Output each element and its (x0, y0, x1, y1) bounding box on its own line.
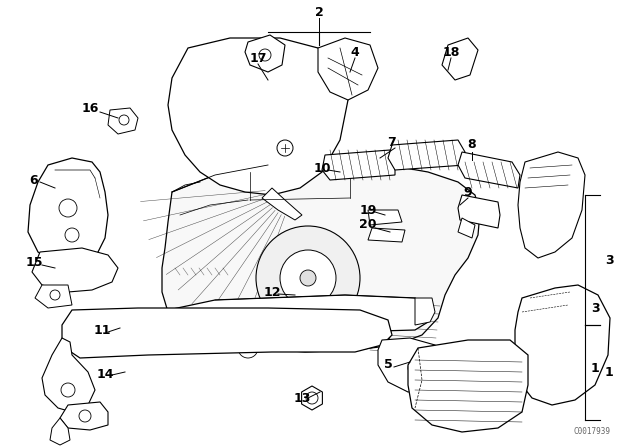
Text: 3: 3 (591, 302, 599, 314)
Circle shape (238, 338, 258, 358)
Text: 12: 12 (263, 285, 281, 298)
Polygon shape (442, 38, 478, 80)
Text: 1: 1 (591, 362, 600, 375)
Polygon shape (415, 298, 435, 325)
Circle shape (119, 115, 129, 125)
Polygon shape (515, 285, 610, 405)
Text: 7: 7 (388, 135, 396, 148)
Circle shape (225, 305, 251, 331)
Polygon shape (108, 108, 138, 134)
Circle shape (300, 270, 316, 286)
Polygon shape (518, 152, 585, 258)
Polygon shape (378, 338, 448, 392)
Circle shape (259, 49, 271, 61)
Polygon shape (28, 158, 108, 268)
Text: 3: 3 (605, 254, 614, 267)
Text: 17: 17 (249, 52, 267, 65)
Polygon shape (168, 38, 348, 195)
Circle shape (306, 392, 318, 404)
Text: 8: 8 (468, 138, 476, 151)
Text: 2: 2 (315, 5, 323, 18)
Text: 6: 6 (29, 173, 38, 186)
Circle shape (277, 140, 293, 156)
Polygon shape (162, 162, 480, 352)
Polygon shape (50, 418, 70, 445)
Text: 10: 10 (313, 161, 331, 175)
Polygon shape (322, 150, 395, 180)
Polygon shape (42, 338, 95, 412)
Polygon shape (388, 140, 465, 170)
Circle shape (59, 199, 77, 217)
Text: 13: 13 (293, 392, 310, 405)
Text: 1: 1 (605, 366, 614, 379)
Circle shape (61, 383, 75, 397)
Text: C0017939: C0017939 (573, 427, 610, 436)
Circle shape (79, 410, 91, 422)
Circle shape (50, 290, 60, 300)
Polygon shape (368, 210, 402, 225)
Polygon shape (262, 188, 302, 220)
Text: 9: 9 (464, 185, 472, 198)
Text: 4: 4 (351, 46, 360, 59)
Polygon shape (35, 285, 72, 308)
Polygon shape (458, 152, 520, 188)
Polygon shape (408, 340, 528, 432)
Polygon shape (62, 308, 392, 358)
Circle shape (256, 226, 360, 330)
Polygon shape (318, 38, 378, 100)
Circle shape (408, 361, 422, 375)
Text: 15: 15 (25, 255, 43, 268)
Polygon shape (368, 228, 405, 242)
Text: 18: 18 (442, 46, 460, 59)
Text: 5: 5 (383, 358, 392, 371)
Text: 16: 16 (81, 102, 99, 115)
Polygon shape (162, 295, 430, 335)
Text: 11: 11 (93, 323, 111, 336)
Text: 19: 19 (359, 203, 377, 216)
Polygon shape (32, 248, 118, 292)
Text: 20: 20 (359, 219, 377, 232)
Circle shape (365, 319, 391, 345)
Polygon shape (458, 195, 500, 228)
Polygon shape (245, 35, 285, 72)
Circle shape (65, 228, 79, 242)
Circle shape (280, 250, 336, 306)
Text: 14: 14 (96, 369, 114, 382)
Polygon shape (60, 402, 108, 430)
Polygon shape (458, 218, 475, 238)
